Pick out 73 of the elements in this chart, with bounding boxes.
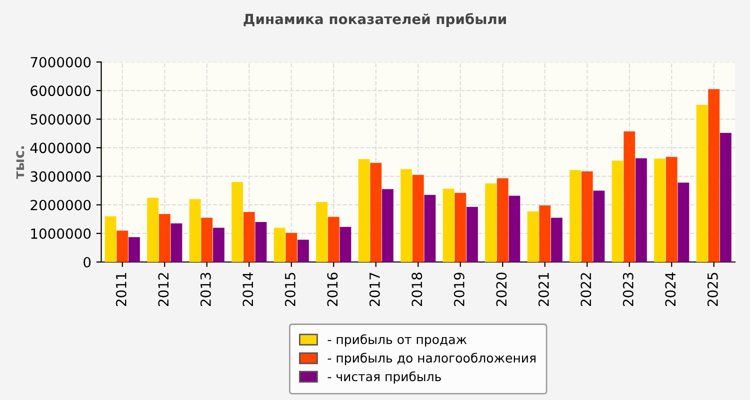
y-tick-label: 3000000 <box>30 171 91 182</box>
legend-label: - чистая прибыль <box>328 371 441 384</box>
y-axis-title: тыс. <box>16 146 24 180</box>
x-tick-label: 2015 <box>284 272 296 306</box>
bar <box>400 169 412 262</box>
x-tick-label: 2025 <box>707 272 718 306</box>
legend-label: - прибыль от продаж <box>328 334 467 347</box>
x-tick-label: 2014 <box>242 272 254 306</box>
bar <box>274 228 286 262</box>
bar <box>316 202 328 262</box>
x-tick-label: 2021 <box>538 273 549 306</box>
x-tick-label: 2023 <box>622 272 634 306</box>
y-tick-label: 6000000 <box>30 86 91 96</box>
bar <box>666 156 678 262</box>
y-tick-label: 4000000 <box>30 142 91 154</box>
bar <box>612 160 624 262</box>
bar <box>442 188 454 262</box>
bar <box>286 232 298 262</box>
x-tick-label: 2024 <box>665 272 676 306</box>
bar <box>527 211 539 262</box>
bar <box>551 218 562 262</box>
bar <box>678 182 690 262</box>
bar <box>116 230 128 262</box>
bar <box>340 226 352 262</box>
x-tick-label: 2013 <box>200 272 211 306</box>
bar <box>581 171 593 262</box>
bar <box>370 162 382 262</box>
x-tick-label: 2012 <box>158 273 169 306</box>
y-tick-label: 1000000 <box>31 228 91 239</box>
bar <box>454 192 466 262</box>
bar <box>570 170 581 262</box>
bar <box>593 190 605 262</box>
bar <box>243 212 255 262</box>
bar <box>696 104 708 262</box>
bar <box>298 240 309 262</box>
x-tick-label: 2017 <box>369 272 380 306</box>
bar <box>424 194 436 262</box>
bar <box>358 159 370 262</box>
bar <box>232 182 243 262</box>
bar <box>128 237 140 262</box>
bar <box>382 189 394 262</box>
y-tick-label: 5000000 <box>30 114 91 125</box>
y-tick-label: 7000000 <box>30 56 91 68</box>
bar <box>539 205 551 262</box>
bar <box>328 216 340 262</box>
bar <box>720 132 732 262</box>
bar <box>624 131 636 262</box>
x-tick-label: 2018 <box>412 272 422 306</box>
bar <box>213 228 224 262</box>
chart-title: Динамика показателей прибыли <box>244 13 506 27</box>
bar <box>147 198 158 262</box>
bar <box>508 196 520 262</box>
bar <box>255 222 267 262</box>
bar <box>170 223 182 262</box>
legend-label: - прибыль до налогообложения <box>328 352 536 366</box>
bar <box>201 218 213 262</box>
bar <box>158 214 170 262</box>
x-tick-label: 2022 <box>580 273 592 306</box>
x-tick-label: 2020 <box>496 272 507 306</box>
bar <box>496 178 508 262</box>
bar <box>485 183 496 262</box>
bar <box>412 174 424 262</box>
x-tick-label: 2019 <box>454 272 464 306</box>
bar <box>654 158 666 262</box>
bar <box>466 206 478 262</box>
y-tick-label: 2000000 <box>30 200 91 210</box>
x-tick-label: 2016 <box>327 272 338 306</box>
bar <box>636 158 647 262</box>
bar <box>708 89 720 262</box>
bar <box>104 216 116 262</box>
x-tick-label: 2011 <box>116 273 126 306</box>
y-tick-label: 0 <box>84 256 91 268</box>
bar <box>189 199 201 262</box>
